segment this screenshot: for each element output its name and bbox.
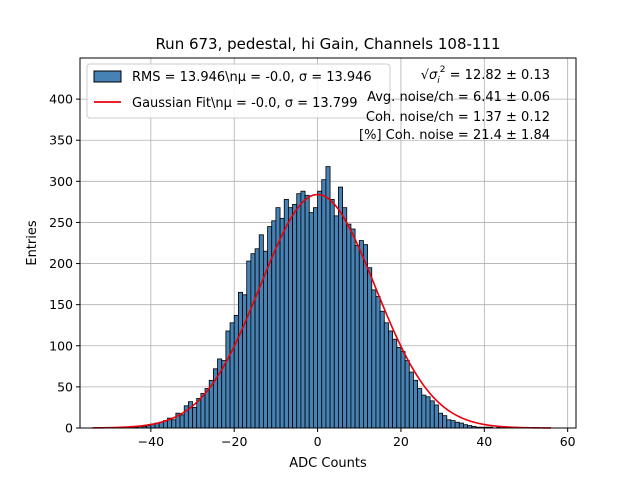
histogram-bar	[400, 351, 406, 429]
annotation-sigma-sup: 2	[440, 65, 446, 75]
y-axis-label: Entries	[25, 220, 40, 266]
histogram-bar	[458, 422, 464, 429]
histogram-bar	[379, 310, 385, 429]
histogram-bar	[454, 421, 460, 429]
histogram-bar	[442, 415, 448, 429]
histogram-bar	[446, 419, 452, 429]
y-tick-label: 300	[49, 174, 73, 189]
annotation-sigma-sqrt: √	[421, 68, 430, 83]
histogram-bar	[171, 419, 177, 429]
histogram-bar	[367, 267, 373, 429]
x-tick-label: 40	[476, 434, 492, 449]
histogram-bar	[304, 194, 310, 429]
x-tick-label: 20	[393, 434, 409, 449]
histogram-bar	[192, 407, 198, 429]
histogram-bar	[388, 330, 394, 429]
histogram-bar	[421, 394, 427, 429]
y-tick-label: 100	[49, 338, 73, 353]
histogram-bar	[408, 371, 414, 429]
y-tick-label: 0	[65, 421, 73, 436]
legend-histogram-swatch	[93, 70, 122, 83]
y-tick-label: 350	[49, 133, 73, 148]
histogram-bar	[438, 412, 444, 429]
chart-title: Run 673, pedestal, hi Gain, Channels 108…	[155, 35, 500, 53]
x-tick-label: −40	[138, 434, 164, 449]
histogram-bar	[417, 388, 423, 429]
histogram-bar	[450, 420, 456, 429]
legend-histogram-label: RMS = 13.946\nμ = -0.0, σ = 13.946	[132, 70, 372, 85]
histogram-bar	[363, 244, 368, 429]
histogram-bar	[396, 347, 402, 429]
histogram-bar	[300, 190, 306, 429]
y-tick-label: 400	[49, 92, 73, 107]
annotation-sigma-symbol: σ	[429, 68, 438, 83]
annotation-coh-noise: Coh. noise/ch = 1.37 ± 0.12	[366, 110, 550, 125]
histogram-bar	[237, 291, 243, 429]
histogram-bar	[229, 322, 235, 429]
histogram-bar	[221, 360, 227, 429]
x-tick-label: 0	[314, 434, 322, 449]
gaussian-fit-curve	[92, 193, 551, 429]
histogram-bar	[258, 234, 264, 429]
histogram-bar	[333, 215, 339, 429]
legend-fit-label: Gaussian Fit\nμ = -0.0, σ = 13.799	[132, 96, 358, 111]
histogram-bar	[317, 190, 323, 429]
histogram-bar	[204, 388, 210, 429]
x-tick-label: −20	[221, 434, 247, 449]
histogram-bar	[433, 404, 439, 429]
histogram-bar	[179, 414, 185, 429]
histogram-bar	[429, 400, 435, 429]
legend: RMS = 13.946\nμ = -0.0, σ = 13.946 Gauss…	[86, 63, 391, 119]
histogram-bar	[325, 166, 331, 429]
histogram-bar	[246, 260, 252, 429]
histogram-bar	[354, 245, 360, 429]
annotation-sigma-sub: i	[437, 76, 440, 86]
histogram-bar	[279, 217, 285, 429]
y-tick-label: 200	[49, 256, 73, 271]
noise-annotations: √σi2 = 12.82 ± 0.13 Avg. noise/ch = 6.41…	[359, 65, 550, 143]
y-tick-label: 50	[57, 379, 73, 394]
histogram-bar	[371, 289, 377, 429]
legend-box	[86, 63, 391, 119]
histogram-bar	[267, 226, 273, 429]
histogram-bar	[392, 338, 398, 429]
y-tick-label: 150	[49, 297, 73, 312]
histogram-bar	[425, 396, 431, 429]
histogram-bar	[254, 248, 260, 429]
histogram-bar	[308, 212, 314, 429]
histogram-bar	[313, 207, 318, 429]
annotation-sigma-i: √σi2 = 12.82 ± 0.13	[421, 65, 550, 86]
histogram-bar	[292, 203, 298, 429]
annotation-coh-noise-percent: [%] Coh. noise = 21.4 ± 1.84	[359, 128, 550, 143]
histogram-bar	[283, 199, 289, 429]
y-tick-label: 250	[49, 215, 73, 230]
histogram-bar	[338, 186, 343, 429]
histogram-bar	[383, 322, 389, 429]
annotation-sigma-value: = 12.82 ± 0.13	[446, 68, 550, 83]
histogram-bar	[233, 314, 239, 429]
axis-ticks: −40 −20 0 20 40 60 0 50 100 150 200 250 300 350 400	[49, 92, 576, 449]
histogram-bar	[329, 199, 335, 429]
histogram-bar	[404, 360, 410, 429]
histogram-bar	[342, 207, 348, 429]
histogram-bar	[225, 330, 231, 429]
histogram-bar	[350, 228, 356, 429]
histogram-bar	[375, 296, 381, 429]
plot-frame	[79, 57, 577, 429]
histogram-bar	[413, 379, 419, 429]
x-axis-label: ADC Counts	[289, 456, 367, 471]
histogram-bar	[358, 240, 364, 429]
annotation-avg-noise: Avg. noise/ch = 6.41 ± 0.06	[367, 90, 550, 105]
histogram-bar	[242, 294, 248, 429]
histogram-bar	[346, 223, 352, 429]
histogram-bar	[321, 179, 327, 429]
x-tick-label: 60	[560, 434, 576, 449]
histogram-bar	[296, 193, 302, 429]
histogram-bar	[250, 253, 256, 429]
histogram-bar	[288, 207, 293, 429]
